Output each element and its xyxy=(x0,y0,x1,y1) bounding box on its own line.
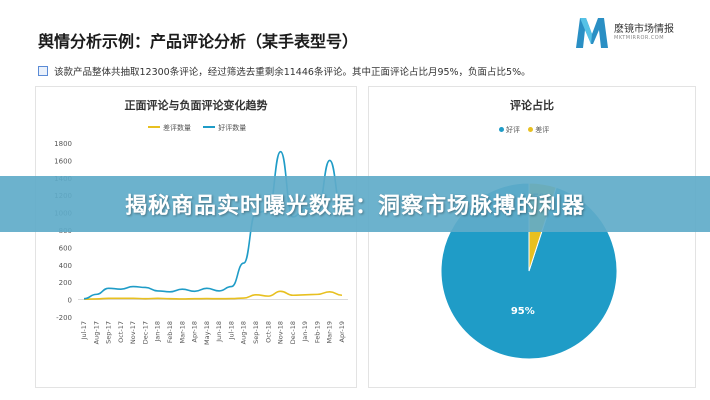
legend-swatch-good xyxy=(499,127,504,132)
x-tick-label: Jan-19 xyxy=(301,321,309,343)
y-tick-label: 200 xyxy=(59,279,72,287)
legend-label-positive: 好评数量 xyxy=(218,124,247,132)
line-chart-legend: 差评数量 好评数量 xyxy=(148,123,256,133)
x-tick-label: Feb-19 xyxy=(313,321,321,343)
x-tick-label: Aug-18 xyxy=(240,321,248,344)
headline-banner: 揭秘商品实时曝光数据：洞察市场脉搏的利器 xyxy=(0,176,710,232)
logo-mark-icon xyxy=(576,18,608,48)
x-tick-label: Jul-17 xyxy=(80,321,88,340)
legend-item-good: 好评 xyxy=(499,126,520,134)
headline-banner-text: 揭秘商品实时曝光数据：洞察市场脉搏的利器 xyxy=(124,194,585,219)
pie-chart-plot: 95%5% xyxy=(440,182,618,360)
x-tick-label: Dec-17 xyxy=(141,321,149,344)
pie-chart-panel: 评论占比 好评 差评 95%5% xyxy=(368,86,696,388)
line-chart-title: 正面评论与负面评论变化趋势 xyxy=(124,99,268,112)
summary-text-row: 该款产品整体共抽取12300条评论，经过筛选去重剩余11446条评论。其中正面评… xyxy=(38,64,531,78)
pie-chart-title: 评论占比 xyxy=(510,99,554,112)
y-tick-label: 600 xyxy=(59,244,72,252)
line-chart-panel: 正面评论与负面评论变化趋势 差评数量 好评数量 -200020040060080… xyxy=(35,86,357,388)
x-tick-label: Feb-18 xyxy=(166,321,174,343)
legend-item-negative: 差评数量 xyxy=(148,124,191,132)
legend-label-bad: 差评 xyxy=(535,126,550,134)
x-tick-label: Apr-19 xyxy=(338,321,346,342)
summary-text: 该款产品整体共抽取12300条评论，经过筛选去重剩余11446条评论。其中正面评… xyxy=(54,67,531,78)
legend-label-negative: 差评数量 xyxy=(163,124,191,132)
y-tick-label: 1600 xyxy=(54,157,72,165)
x-tick-label: Nov-18 xyxy=(277,321,285,344)
x-tick-label: May-18 xyxy=(203,321,211,345)
x-tick-label: Jun-18 xyxy=(215,321,223,343)
x-tick-label: Dec-18 xyxy=(289,321,297,344)
bullet-icon xyxy=(38,66,48,76)
x-tick-label: Apr-18 xyxy=(191,321,199,342)
x-tick-label: Mar-18 xyxy=(178,321,186,343)
x-tick-label: Aug-17 xyxy=(92,321,100,344)
legend-swatch-negative xyxy=(148,126,160,128)
y-tick-label: -200 xyxy=(56,314,72,322)
x-tick-label: Nov-17 xyxy=(129,321,137,344)
x-tick-label: Jan-18 xyxy=(154,321,162,343)
legend-label-good: 好评 xyxy=(506,126,520,134)
legend-item-positive: 好评数量 xyxy=(203,124,246,132)
x-tick-label: Sep-17 xyxy=(105,321,113,344)
y-tick-label: 1800 xyxy=(54,140,72,148)
y-tick-label: 0 xyxy=(68,297,72,305)
pie-chart-legend: 好评 差评 xyxy=(499,125,559,135)
x-tick-label: Sep-18 xyxy=(252,321,260,344)
logo-brand-name: 麽镜市场情报 xyxy=(614,24,674,35)
x-tick-label: Mar-19 xyxy=(326,321,334,343)
legend-item-bad: 差评 xyxy=(528,126,549,134)
brand-logo: 麽镜市场情报 MKTMIRROR.COM xyxy=(574,14,694,50)
x-tick-label: Oct-17 xyxy=(117,321,125,343)
line-chart-plot: -200020040060080010001200140016001800Jul… xyxy=(54,140,348,345)
series-line-negative xyxy=(83,290,343,300)
pie-label-good: 95% xyxy=(511,306,535,317)
page-title: 舆情分析示例：产品评论分析（某手表型号） xyxy=(38,32,359,51)
legend-swatch-bad xyxy=(528,127,534,132)
x-tick-label: Jul-18 xyxy=(227,321,235,340)
y-tick-label: 400 xyxy=(59,262,72,270)
legend-swatch-positive xyxy=(203,126,216,128)
x-tick-label: Oct-18 xyxy=(264,321,272,343)
logo-domain: MKTMIRROR.COM xyxy=(614,35,665,41)
